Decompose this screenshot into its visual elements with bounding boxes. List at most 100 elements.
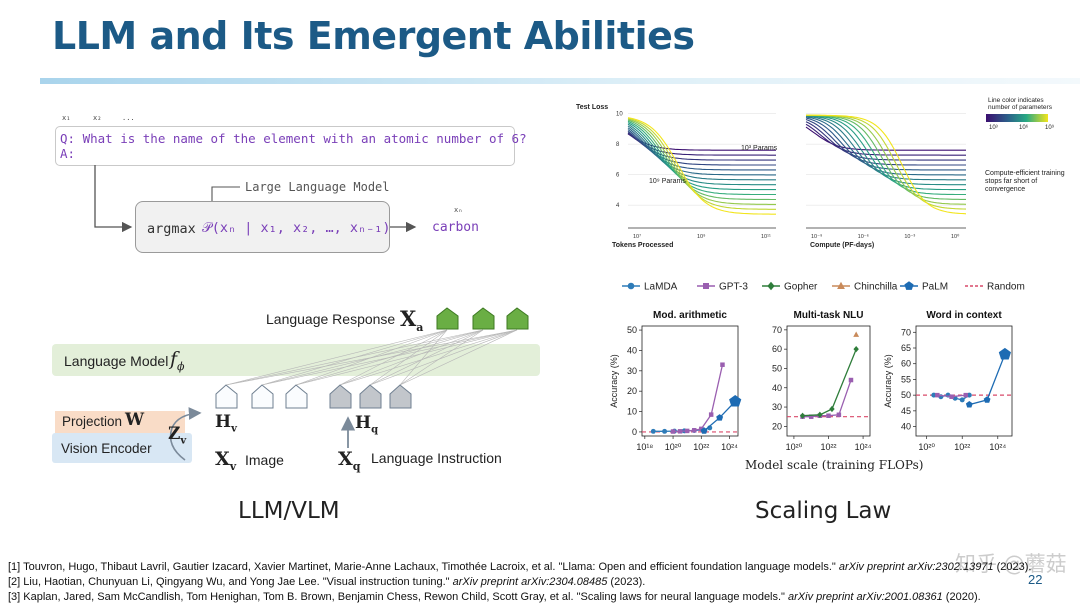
data-point	[684, 428, 690, 434]
loss-series-line	[805, 117, 966, 171]
y-tick-label: 40	[772, 383, 782, 393]
loss-series-line	[627, 118, 776, 205]
y-tick-label: 30	[772, 402, 782, 412]
loss-left-xlabel: Tokens Processed	[612, 242, 674, 249]
image-label: Image	[245, 452, 284, 468]
legend-label: Gopher	[784, 282, 818, 293]
data-point	[662, 428, 668, 434]
loss-x-tick: 10¹¹	[761, 234, 771, 240]
data-point	[691, 428, 697, 433]
loss-series-line	[805, 115, 966, 191]
prompt-answer-prefix: A:	[60, 146, 76, 161]
loss-series-line	[627, 119, 776, 201]
data-point	[931, 392, 937, 398]
loss-series-line	[627, 117, 776, 210]
loss-series-line	[627, 122, 776, 191]
colorbar-tick-1: 10⁶	[1019, 125, 1029, 131]
panel-ylabel: Accuracy (%)	[883, 354, 893, 408]
x-tick-label: 10²⁴	[721, 442, 738, 452]
y-tick-label: 65	[901, 343, 911, 353]
w-symbol: W	[125, 410, 145, 430]
loss-y-tick: 6	[616, 173, 620, 179]
data-point	[650, 428, 656, 434]
panel-multitask-nlu: Multi-task NLU 20 30 40 50 60 70 10²⁰ 10²² 10²⁴	[772, 310, 872, 452]
x-tick-label: 10²⁴	[989, 442, 1006, 452]
loss-series-line	[627, 123, 776, 186]
data-point	[935, 392, 940, 398]
data-point	[848, 377, 854, 383]
data-point	[826, 413, 831, 418]
x-tick-label: 10²⁰	[918, 442, 935, 452]
y-tick-label: 50	[627, 325, 637, 335]
loss-series-line	[805, 115, 966, 186]
emergent-legend: LaMDA GPT-3 Gopher Chinchilla PaLM Random	[622, 281, 1025, 293]
language-response-label: Language Response	[266, 311, 396, 327]
reference-1: [1] Touvron, Hugo, Thibaut Lavril, Gauti…	[8, 561, 1032, 573]
emergent-xlabel: Model scale (training FLOPs)	[745, 458, 924, 472]
zv-symbol: Zv	[168, 424, 187, 447]
reference-2: [2] Liu, Haotian, Chunyuan Li, Qingyang …	[8, 576, 646, 588]
loss-x-tick: 10⁻⁹	[811, 233, 822, 240]
data-point	[808, 414, 814, 419]
y-tick-label: 45	[901, 406, 911, 416]
loss-x-tick: 10⁻⁶	[858, 233, 869, 240]
data-point	[817, 411, 823, 418]
projection-bar	[55, 411, 185, 433]
x-tick-label: 10²²	[693, 442, 709, 452]
loss-series-line	[627, 125, 776, 181]
data-point	[700, 427, 708, 434]
response-tokens	[436, 307, 529, 330]
loss-series-line	[805, 114, 966, 200]
llm-box	[135, 201, 390, 253]
loss-x-tick: 10⁻³	[904, 234, 915, 240]
data-point	[965, 401, 973, 408]
loss-series-line	[805, 114, 966, 196]
legend-marker	[904, 281, 914, 290]
page-number: 22	[1028, 572, 1043, 587]
x-tick-label: 10²²	[820, 442, 836, 452]
panel-mod-arithmetic: Mod. arithmetic 0 10 20 30 40 50 10¹⁸ 10²⁰ 10²² 10…	[609, 310, 742, 452]
loss-series-line	[806, 114, 967, 215]
data-point	[949, 394, 954, 399]
y-tick-label: 70	[901, 327, 911, 337]
hv-symbol: Hv	[215, 412, 237, 435]
legend-label: Random	[987, 282, 1025, 293]
xv-symbol: Xv	[215, 448, 237, 473]
annotation-1e9-params: 10⁹ Params	[649, 178, 686, 185]
token-x1: x₁	[62, 114, 71, 122]
caption-llm-vlm: LLM/VLM	[238, 498, 340, 524]
loss-ylabel: Test Loss	[576, 104, 609, 111]
y-tick-label: 10	[627, 407, 637, 417]
data-point	[853, 331, 860, 337]
prompt-question: Q: What is the name of the element with …	[60, 131, 527, 146]
data-point	[720, 362, 725, 367]
y-tick-label: 20	[627, 386, 637, 396]
y-tick-label: 70	[772, 325, 782, 335]
loss-series-line	[805, 121, 966, 161]
token-xn: xₙ	[454, 206, 463, 214]
panel-frame	[915, 325, 1013, 437]
legend-label: PaLM	[922, 282, 948, 293]
reference-3: [3] Kaplan, Jared, Sam McCandlish, Tom H…	[8, 591, 981, 603]
data-point	[963, 392, 969, 398]
projection-label: Projection	[62, 414, 123, 429]
colorbar-label: Line color indicates number of parameter…	[988, 97, 1052, 111]
colorbar	[986, 114, 1048, 122]
attention-lines	[225, 329, 518, 386]
data-point	[699, 426, 704, 432]
vision-encoder-label: Vision Encoder	[61, 441, 152, 456]
compute-efficient-note: Compute-efficient training stops far sho…	[985, 170, 1065, 193]
legend-label: GPT-3	[719, 282, 748, 293]
legend-marker	[767, 281, 775, 291]
loss-y-tick: 4	[616, 203, 620, 209]
language-model-bar	[52, 344, 540, 376]
data-point	[799, 412, 806, 419]
x-tick-label: 10²⁴	[855, 442, 872, 452]
panel-frame	[786, 325, 871, 437]
panel-frame	[641, 325, 739, 437]
y-tick-label: 55	[901, 374, 911, 384]
y-tick-label: 50	[901, 390, 911, 400]
caption-scaling-law: Scaling Law	[755, 498, 892, 524]
